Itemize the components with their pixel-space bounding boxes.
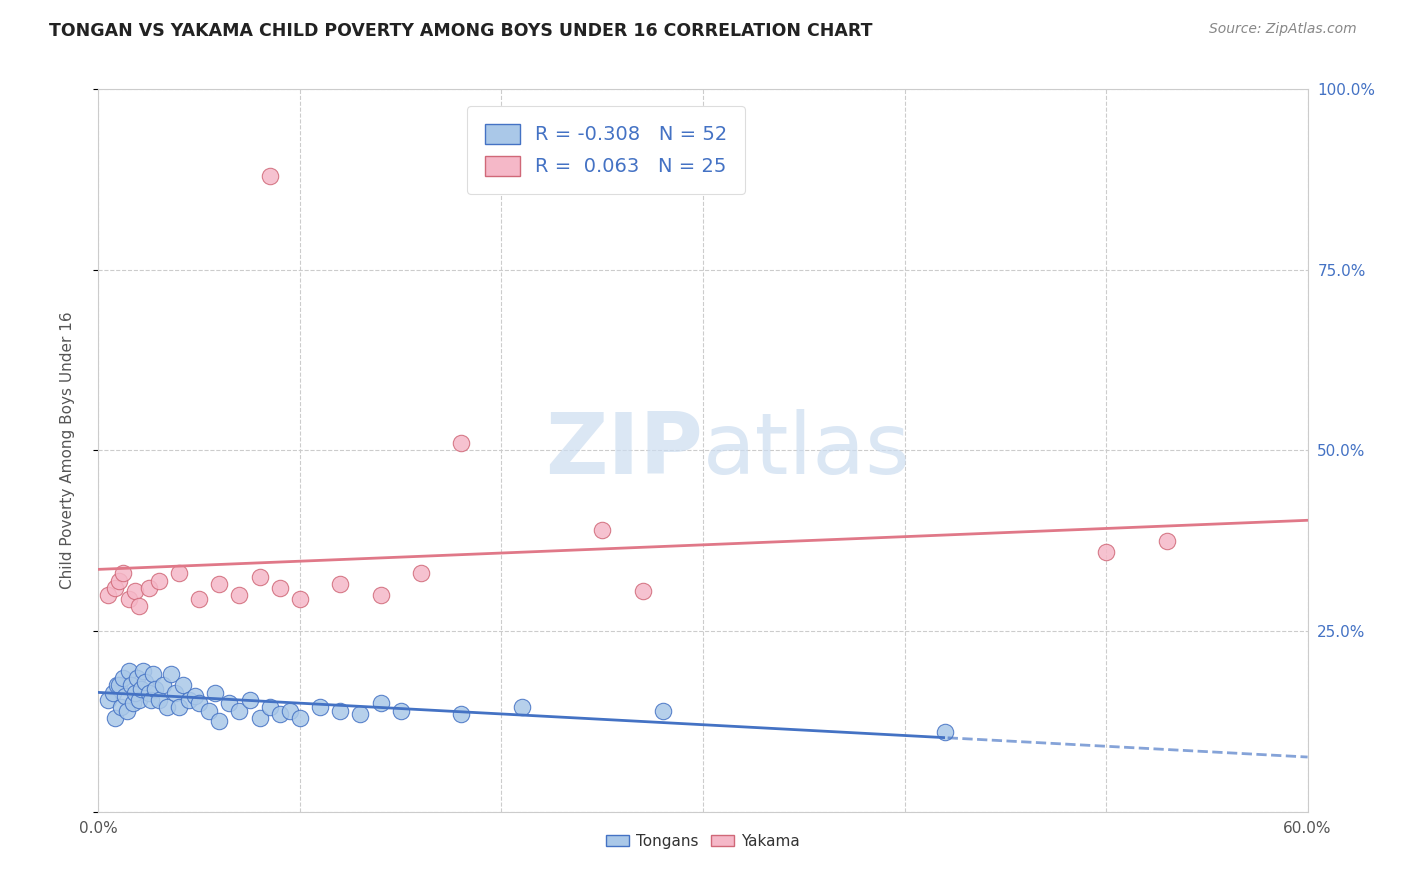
Point: [148, 574, 170, 588]
Point: [179, 692, 201, 706]
Point: [111, 671, 134, 685]
Point: [143, 681, 166, 696]
Point: [134, 674, 156, 689]
Point: [510, 700, 533, 714]
Point: [450, 436, 472, 450]
Point: [208, 714, 231, 729]
Point: [259, 169, 281, 183]
Point: [167, 700, 190, 714]
Point: [115, 704, 138, 718]
Point: [198, 704, 221, 718]
Point: [259, 700, 281, 714]
Point: [128, 692, 150, 706]
Point: [142, 667, 165, 681]
Point: [249, 711, 271, 725]
Point: [631, 584, 654, 599]
Point: [160, 667, 183, 681]
Point: [204, 685, 226, 699]
Point: [97, 692, 120, 706]
Point: [370, 588, 392, 602]
Point: [114, 689, 136, 703]
Point: [1156, 533, 1178, 548]
Point: [249, 570, 271, 584]
Point: [121, 696, 143, 710]
Point: [103, 581, 125, 595]
Point: [156, 700, 179, 714]
Point: [278, 704, 301, 718]
Point: [651, 704, 673, 718]
Point: [389, 704, 412, 718]
Point: [148, 692, 170, 706]
Point: [125, 671, 148, 685]
Point: [188, 696, 211, 710]
Point: [118, 664, 141, 678]
Point: [288, 591, 311, 606]
Point: [163, 685, 186, 699]
Point: [129, 681, 152, 696]
Text: atlas: atlas: [703, 409, 911, 492]
Point: [269, 707, 291, 722]
Point: [309, 700, 332, 714]
Point: [110, 700, 132, 714]
Point: [111, 566, 134, 581]
Text: TONGAN VS YAKAMA CHILD POVERTY AMONG BOYS UNDER 16 CORRELATION CHART: TONGAN VS YAKAMA CHILD POVERTY AMONG BOY…: [49, 22, 873, 40]
Point: [105, 678, 128, 692]
Point: [450, 707, 472, 722]
Point: [103, 711, 125, 725]
Point: [139, 692, 162, 706]
Point: [132, 664, 155, 678]
Legend: Tongans, Yakama: Tongans, Yakama: [599, 828, 807, 855]
Text: Source: ZipAtlas.com: Source: ZipAtlas.com: [1209, 22, 1357, 37]
Point: [167, 566, 190, 581]
Point: [370, 696, 392, 710]
Point: [120, 678, 142, 692]
Point: [107, 678, 129, 692]
Point: [124, 584, 146, 599]
Point: [128, 599, 150, 613]
Point: [101, 685, 124, 699]
Point: [228, 704, 250, 718]
Point: [152, 678, 174, 692]
Point: [97, 588, 120, 602]
Point: [269, 581, 291, 595]
Point: [172, 678, 194, 692]
Point: [188, 591, 211, 606]
Point: [218, 696, 240, 710]
Point: [1095, 544, 1118, 558]
Point: [184, 689, 207, 703]
Point: [124, 685, 146, 699]
Point: [288, 711, 311, 725]
Point: [138, 685, 160, 699]
Point: [934, 725, 956, 739]
Point: [208, 577, 231, 591]
Point: [228, 588, 250, 602]
Point: [329, 577, 352, 591]
Point: [138, 581, 160, 595]
Text: ZIP: ZIP: [546, 409, 703, 492]
Point: [349, 707, 371, 722]
Y-axis label: Child Poverty Among Boys Under 16: Child Poverty Among Boys Under 16: [60, 311, 75, 590]
Point: [107, 574, 129, 588]
Point: [409, 566, 432, 581]
Point: [239, 692, 262, 706]
Point: [329, 704, 352, 718]
Point: [118, 591, 141, 606]
Point: [591, 523, 613, 537]
